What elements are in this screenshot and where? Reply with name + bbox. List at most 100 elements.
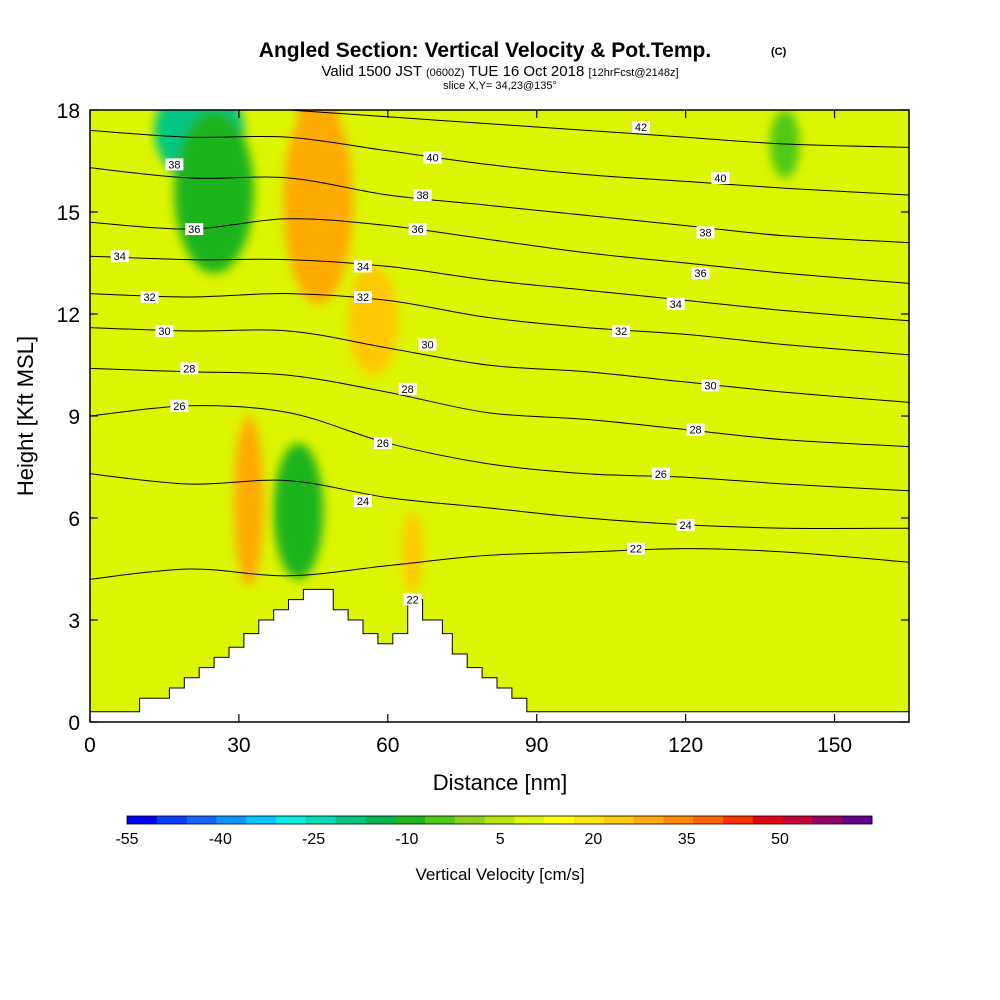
velocity-feature — [596, 382, 676, 484]
contour-label-box — [354, 291, 372, 303]
contour-labels: 22 22 24 24 26 26 26 28 28 28 30 30 30 32 32 32 34 34 34 36… — [110, 121, 730, 607]
contour-label-box — [676, 518, 695, 531]
contour-label-box — [651, 467, 670, 480]
colorbar-swatch — [425, 816, 456, 824]
contour-label: 28 — [689, 425, 701, 437]
contour-label-box — [110, 250, 129, 263]
contour-label-box — [408, 223, 427, 235]
contour-label: 22 — [407, 595, 419, 607]
theta-contours — [90, 110, 909, 580]
velocity-feature — [174, 110, 254, 274]
contour-label: 24 — [680, 520, 692, 532]
y-tick-label: 3 — [68, 610, 80, 633]
colorbar-swatch — [305, 816, 336, 824]
colorbar-tick-label: 5 — [496, 831, 505, 848]
contour-label-box — [398, 382, 417, 395]
contour-label-box — [180, 362, 199, 375]
contour-label: 30 — [158, 326, 170, 338]
velocity-feature — [348, 266, 398, 376]
contour-label: 40 — [426, 153, 438, 165]
theta-contour-38 — [90, 167, 909, 244]
colorbar-swatch — [276, 816, 307, 824]
theta-contour-28 — [90, 367, 909, 448]
contour-label-box — [413, 189, 432, 201]
colorbar-swatch — [216, 816, 247, 824]
contour-label: 38 — [416, 190, 428, 202]
x-tick-label: 120 — [668, 734, 703, 757]
colorbar-swatch — [663, 816, 694, 824]
colorbar-swatch — [335, 816, 366, 824]
terrain — [90, 588, 909, 722]
theta-contour-30 — [90, 327, 909, 403]
valid-time-line: Valid 1500 JST (0600Z) TUE 16 Oct 2018 [… — [321, 63, 678, 80]
contour-label-box — [631, 121, 650, 133]
colorbar-swatch — [484, 816, 515, 824]
colorbar-swatch — [454, 816, 485, 824]
colorbar-tick-label: -55 — [115, 831, 138, 848]
contour-label: 24 — [357, 496, 369, 508]
contour-label: 32 — [615, 326, 627, 338]
contour-label-box — [701, 379, 720, 392]
colorbar-tick-label: -25 — [302, 831, 325, 848]
contour-label-box — [666, 297, 685, 310]
x-tick-label: 150 — [817, 734, 852, 757]
contour-label: 26 — [377, 438, 389, 450]
contour-label: 26 — [173, 401, 185, 413]
plot-area: 22 22 24 24 26 26 26 28 28 28 30 30 30 32 32 32 34 34 34 36… — [90, 110, 909, 722]
contour-label: 42 — [635, 122, 647, 134]
contour-label-box — [185, 223, 204, 235]
colorbar: -55 -40 -25 -10 5 20 35 50 — [115, 815, 873, 848]
y-tick-label: 0 — [68, 712, 80, 735]
y-tick-label: 9 — [68, 406, 80, 429]
colorbar-tick-label: -10 — [395, 831, 418, 848]
colorbar-swatch — [633, 816, 664, 824]
y-tick-label: 18 — [57, 100, 80, 123]
contour-label: 34 — [114, 251, 126, 263]
colorbar-tick-label: 50 — [771, 831, 789, 848]
contour-label: 28 — [402, 384, 414, 396]
contour-label: 32 — [143, 292, 155, 304]
contour-label-box — [140, 291, 159, 303]
contour-label-box — [711, 172, 730, 184]
velocity-feature — [233, 416, 264, 586]
contour-label-box — [155, 325, 174, 337]
y-tick-label: 15 — [57, 202, 80, 225]
contour-label: 36 — [188, 224, 200, 236]
contour-label: 22 — [630, 544, 642, 556]
colorbar-swatch — [156, 816, 187, 824]
colorbar-swatch — [246, 816, 277, 824]
theta-contour-40 — [90, 129, 909, 196]
contour-label: 30 — [421, 340, 433, 352]
velocity-feature — [283, 110, 354, 304]
terrain-profile — [90, 588, 909, 722]
title-suffix: (C) — [771, 46, 787, 58]
contour-label: 26 — [655, 469, 667, 481]
theta-contour-36 — [90, 218, 909, 284]
contour-label: 32 — [357, 292, 369, 304]
contour-label-box — [170, 399, 189, 412]
contour-label: 38 — [168, 159, 180, 171]
x-axis-label: Distance [nm] — [433, 770, 568, 795]
colorbar-swatch — [842, 816, 873, 824]
colorbar-frame — [126, 815, 873, 825]
theta-contour-26 — [90, 405, 909, 492]
x-tick-label: 90 — [525, 734, 548, 757]
colorbar-swatch — [693, 816, 724, 824]
colorbar-swatch — [127, 816, 158, 824]
contour-label: 36 — [411, 224, 423, 236]
colorbar-tick-label: 35 — [678, 831, 696, 848]
contour-label-box — [373, 437, 392, 450]
colorbar-swatch — [365, 816, 396, 824]
contour-label-box — [418, 338, 437, 351]
contour-label-box — [354, 260, 372, 273]
contour-label-box — [696, 226, 715, 239]
y-tick-label: 6 — [68, 508, 80, 531]
contour-label: 34 — [670, 299, 682, 311]
colorbar-swatch — [395, 816, 426, 824]
contour-label-box — [354, 495, 372, 507]
contour-label: 40 — [714, 173, 726, 185]
contour-label: 30 — [704, 380, 716, 392]
contour-label: 36 — [694, 268, 706, 280]
